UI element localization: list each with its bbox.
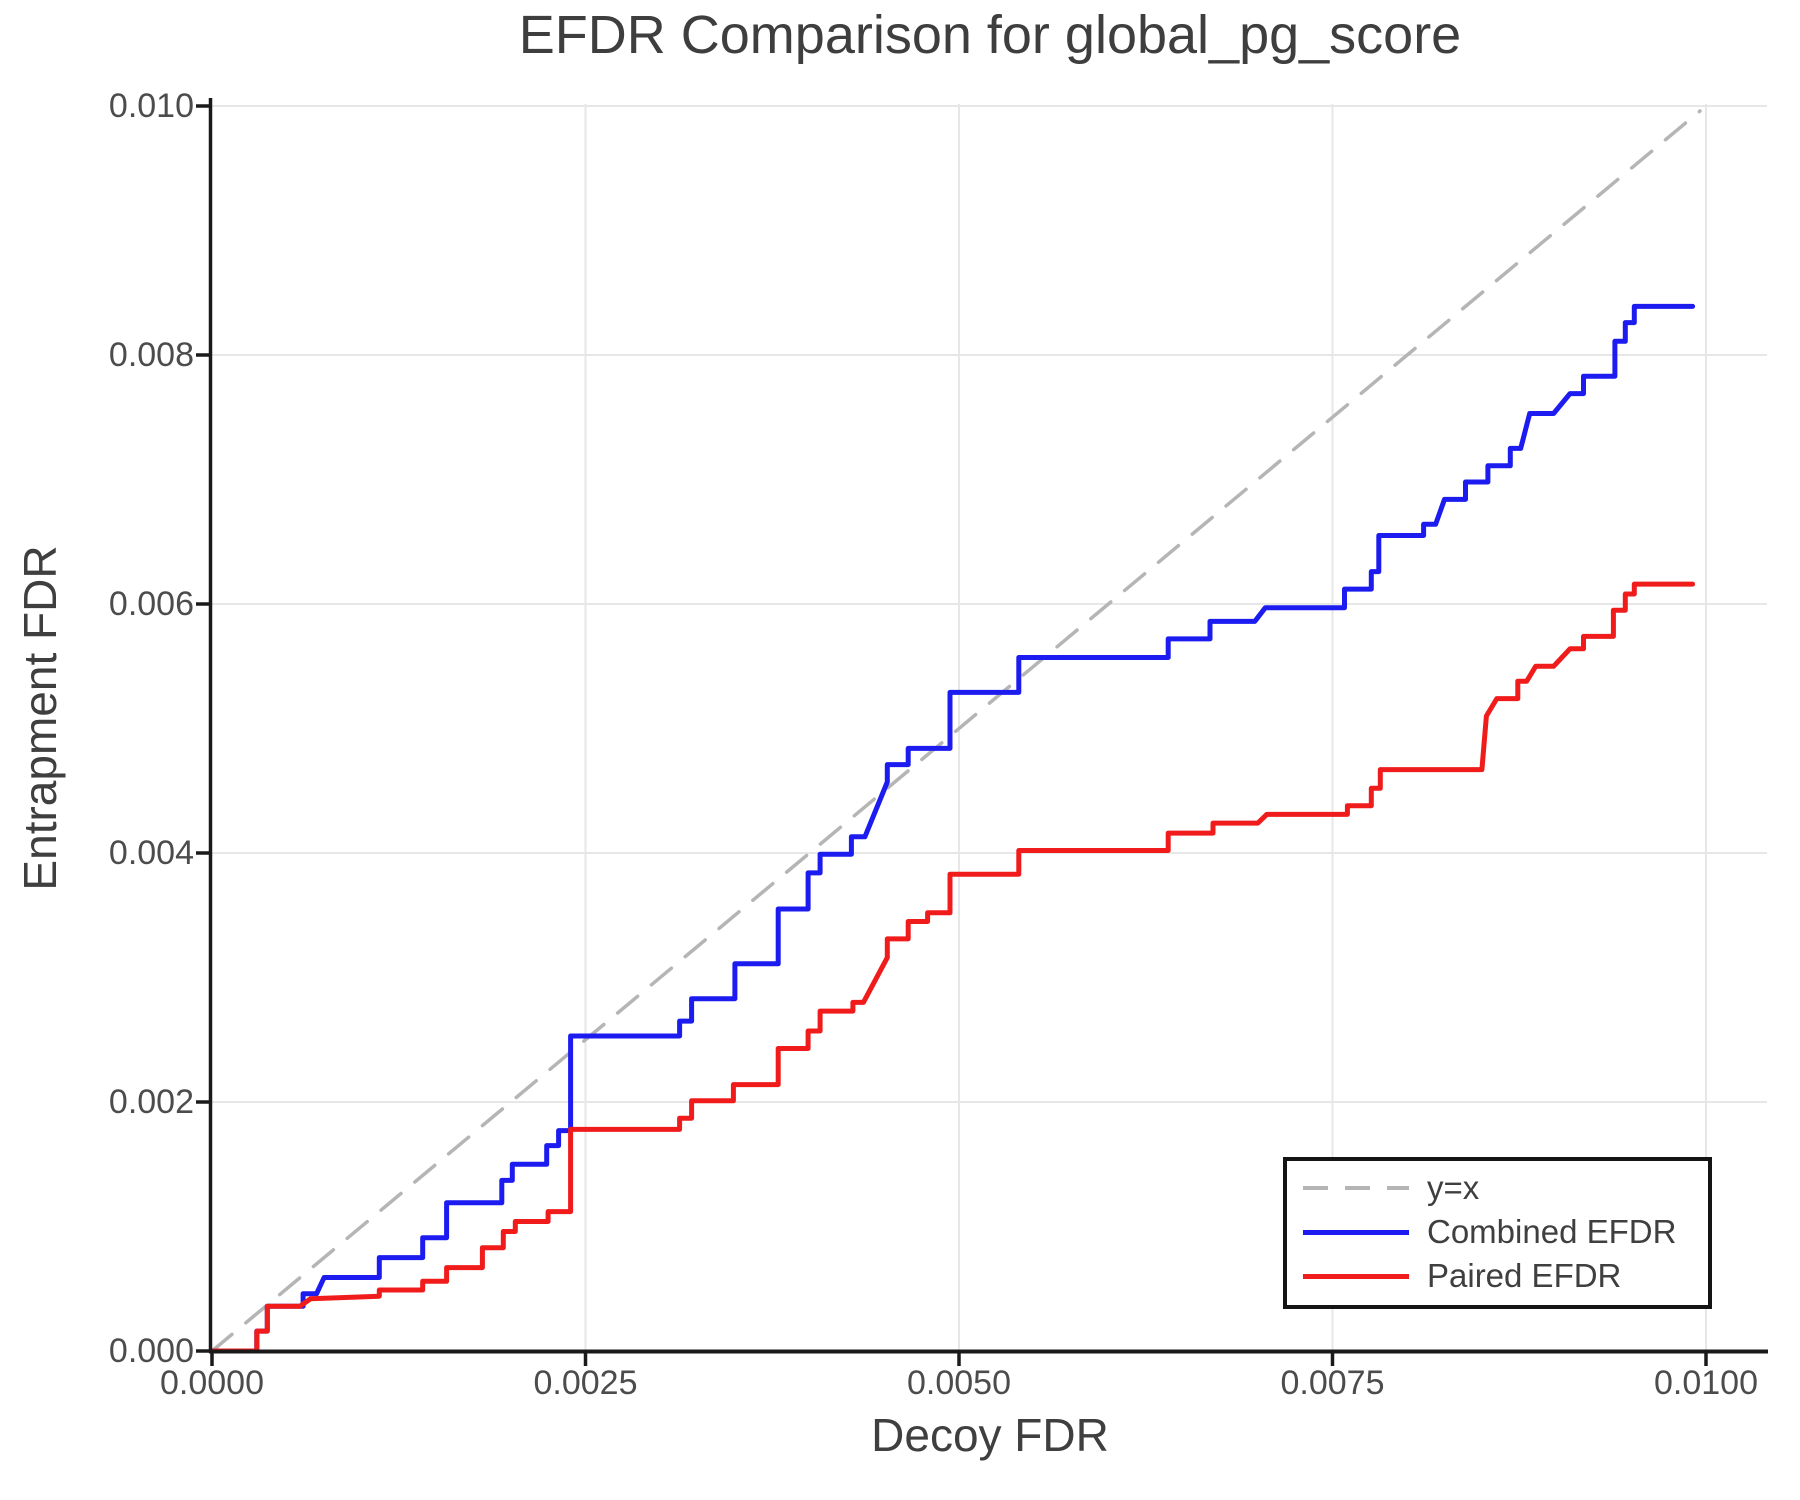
chart-title: EFDR Comparison for global_pg_score [518,5,1462,65]
y-tick-label: 0.002 [108,1083,194,1121]
legend-label: Combined EFDR [1427,1213,1677,1250]
y-tick-label: 0.008 [108,336,194,374]
x-tick-label: 0.0025 [533,1364,638,1402]
x-tick-label: 0.0050 [907,1364,1011,1402]
legend-item-paired: Paired EFDR [1303,1256,1696,1296]
legend-item-combined: Combined EFDR [1303,1212,1696,1252]
legend-label: y=x [1427,1169,1480,1206]
dashed-line-icon [1303,1186,1409,1190]
red-line-icon [1303,1273,1409,1279]
legend: y=x Combined EFDR Paired EFDR [1283,1157,1712,1309]
y-tick-label: 0.000 [108,1332,194,1370]
x-tick-label: 0.0000 [160,1364,264,1402]
y-tick-label: 0.004 [108,834,194,872]
x-tick-label: 0.0075 [1280,1364,1385,1402]
x-tick-label: 0.0100 [1654,1364,1758,1402]
blue-line-icon [1303,1229,1409,1235]
y-tick-label: 0.006 [108,585,194,623]
legend-label: Paired EFDR [1427,1257,1622,1294]
y-tick-label: 0.010 [108,87,194,125]
x-axis-label: Decoy FDR [871,1409,1109,1461]
legend-item-yx: y=x [1303,1168,1696,1208]
